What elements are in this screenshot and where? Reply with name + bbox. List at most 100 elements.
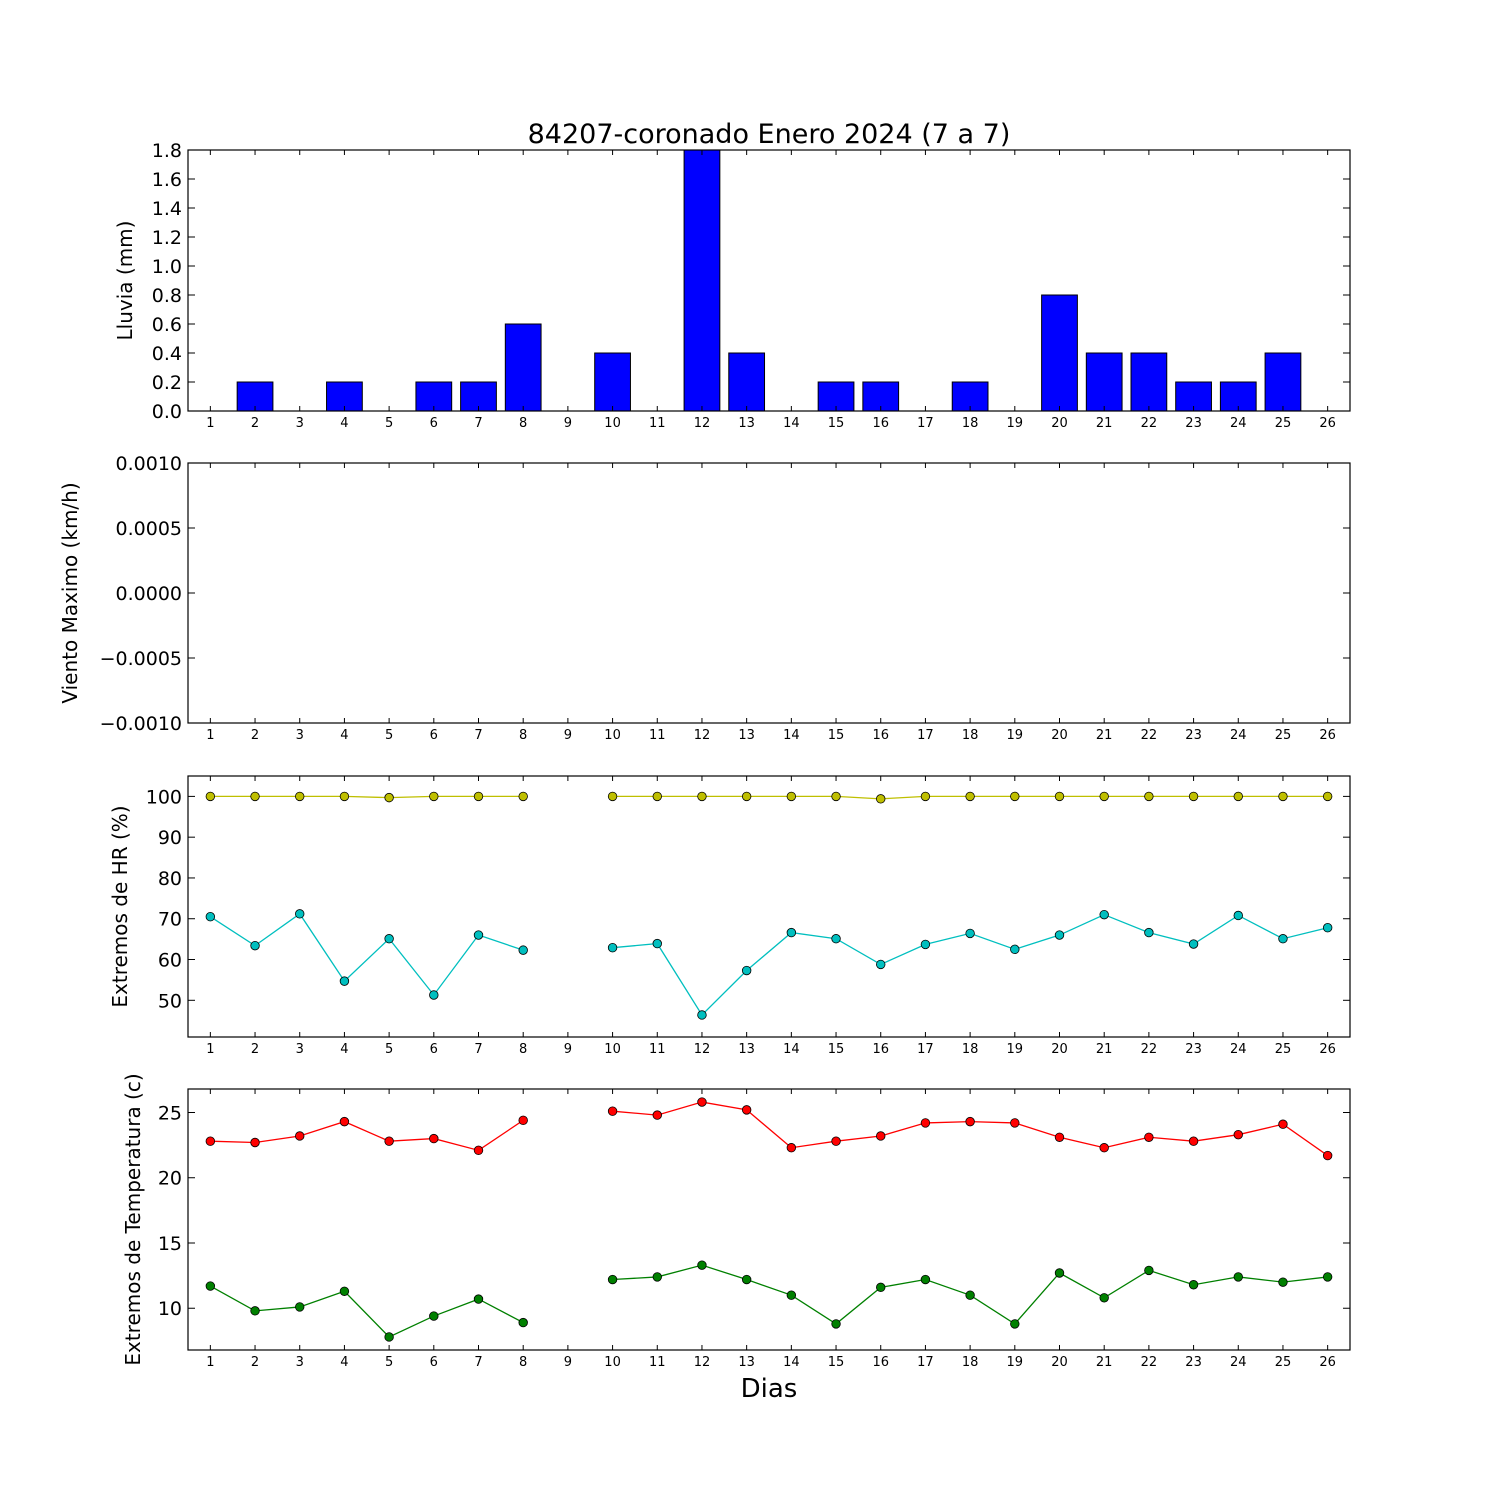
temperature-series-0-point-13 — [741, 1105, 752, 1115]
temperature-series-0-point-12 — [697, 1097, 707, 1107]
temperature-series-1-point-23 — [1188, 1280, 1199, 1290]
rain-bar-20 — [1041, 294, 1078, 412]
rain-xtick-label-1: 1 — [206, 416, 214, 431]
temperature-xtick-label-16: 16 — [872, 1355, 889, 1370]
temperature-xtick-label-14: 14 — [783, 1355, 800, 1370]
rain-bar-21 — [1085, 352, 1123, 412]
humidity-xtick-label-6: 6 — [430, 1042, 438, 1057]
temperature-xtick-label-11: 11 — [649, 1355, 666, 1370]
humidity-series-1-point-16 — [876, 959, 886, 970]
temperature-series-1-point-7 — [473, 1294, 484, 1304]
temperature-series-0-point-2 — [250, 1137, 260, 1148]
wind-xtick-label-22: 22 — [1141, 728, 1158, 743]
temperature-series-1-point-15 — [831, 1319, 841, 1329]
rain-ytick-label-4: 0.8 — [152, 285, 182, 307]
wind-y-axis-label: Viento Maximo (km/h) — [58, 482, 82, 703]
temperature-xtick-label-23: 23 — [1185, 1355, 1202, 1370]
humidity-series-0-line-0 — [210, 795, 524, 799]
humidity-series-0-point-21 — [1099, 791, 1109, 802]
humidity-series-1-point-3 — [295, 909, 305, 919]
humidity-ytick-label-5: 100 — [146, 786, 182, 808]
rain-ytick-label-6: 1.2 — [152, 227, 182, 249]
temperature-series-0-point-16 — [876, 1131, 886, 1141]
temperature-xtick-label-9: 9 — [564, 1355, 572, 1370]
humidity-series-0-point-24 — [1233, 791, 1243, 802]
temperature-xtick-label-26: 26 — [1319, 1355, 1336, 1370]
rain-axes-frame — [187, 149, 1351, 412]
humidity-xtick-label-22: 22 — [1141, 1042, 1158, 1057]
humidity-xtick-label-4: 4 — [340, 1042, 348, 1057]
temperature-series-1-point-20 — [1054, 1268, 1065, 1278]
humidity-series-0-point-5 — [384, 792, 394, 803]
rain-xtick-label-11: 11 — [649, 416, 666, 431]
humidity-xtick-label-24: 24 — [1230, 1042, 1247, 1057]
humidity-xtick-label-19: 19 — [1007, 1042, 1024, 1057]
rain-panel: 1 2 3 4 5 6 7 8 9 10 11 12 13 14 15 16 17 18 19 20 21 22 23 24 2… — [113, 140, 1351, 431]
humidity-xtick-label-14: 14 — [783, 1042, 800, 1057]
temperature-ytick-label-3: 25 — [158, 1102, 182, 1124]
wind-ytick-label-1: −0.0005 — [100, 648, 182, 670]
wind-xtick-label-11: 11 — [649, 728, 666, 743]
rain-xtick-label-5: 5 — [385, 416, 393, 431]
wind-xtick-label-21: 21 — [1096, 728, 1113, 743]
rain-y-axis-label: Lluvia (mm) — [113, 221, 137, 341]
wind-xtick-label-16: 16 — [872, 728, 889, 743]
humidity-xtick-label-25: 25 — [1275, 1042, 1292, 1057]
rain-xtick-label-20: 20 — [1051, 416, 1068, 431]
temperature-series-0-point-10 — [607, 1106, 618, 1116]
temperature-series-1-point-17 — [920, 1274, 931, 1285]
rain-ytick-label-9: 1.8 — [152, 140, 182, 162]
humidity-series-0-point-15 — [831, 791, 841, 802]
wind-xtick-label-14: 14 — [783, 728, 800, 743]
humidity-series-0-point-16 — [876, 794, 886, 804]
wind-xtick-label-6: 6 — [430, 728, 438, 743]
rain-bar-10 — [594, 352, 631, 412]
temperature-ytick-label-2: 20 — [158, 1168, 182, 1190]
temperature-series-1-point-21 — [1099, 1293, 1109, 1303]
temperature-series-1-point-18 — [965, 1290, 975, 1300]
humidity-axes-frame — [187, 775, 1351, 1038]
temperature-xtick-label-22: 22 — [1141, 1355, 1158, 1370]
wind-ytick-label-3: 0.0005 — [116, 518, 182, 540]
wind-xtick-label-7: 7 — [474, 728, 482, 743]
temperature-series-1-point-25 — [1278, 1277, 1288, 1287]
humidity-xtick-label-15: 15 — [828, 1042, 845, 1057]
temperature-series-1-point-11 — [652, 1272, 662, 1282]
humidity-series-0-point-4 — [339, 791, 350, 802]
temperature-series-0-point-8 — [518, 1115, 528, 1126]
humidity-series-0-point-13 — [741, 791, 752, 802]
rain-marks — [236, 149, 1302, 412]
temperature-series-1-point-6 — [429, 1311, 439, 1321]
humidity-series-0-point-12 — [697, 791, 707, 802]
rain-ytick-label-3: 0.6 — [152, 314, 182, 336]
rain-ytick-label-2: 0.4 — [152, 343, 182, 365]
wind-ytick-label-4: 0.0010 — [116, 453, 182, 475]
rain-bar-25 — [1264, 352, 1302, 412]
temperature-series-1-point-1 — [205, 1281, 216, 1291]
temperature-series-0-point-19 — [1010, 1118, 1020, 1128]
humidity-series-0-point-17 — [920, 791, 931, 802]
temperature-series-0-point-24 — [1233, 1129, 1243, 1140]
rain-xtick-label-10: 10 — [604, 416, 621, 431]
humidity-series-1-point-14 — [786, 927, 797, 938]
rain-xtick-label-19: 19 — [1007, 416, 1024, 431]
humidity-xtick-label-12: 12 — [694, 1042, 711, 1057]
temperature-series-0-point-7 — [473, 1145, 484, 1156]
temperature-series-0-point-6 — [429, 1133, 439, 1144]
rain-xtick-label-22: 22 — [1141, 416, 1158, 431]
humidity-series-0-point-1 — [205, 791, 216, 802]
humidity-xtick-label-9: 9 — [564, 1042, 572, 1057]
temperature-xtick-label-20: 20 — [1051, 1355, 1068, 1370]
wind-xtick-label-15: 15 — [828, 728, 845, 743]
temperature-xtick-label-12: 12 — [694, 1355, 711, 1370]
wind-xtick-label-13: 13 — [738, 728, 755, 743]
temperature-xtick-label-25: 25 — [1275, 1355, 1292, 1370]
temperature-xtick-label-13: 13 — [738, 1355, 755, 1370]
temperature-axes-frame — [187, 1088, 1351, 1351]
temperature-series-0-point-5 — [384, 1136, 394, 1146]
humidity-series-0-point-19 — [1010, 791, 1020, 802]
temperature-xtick-label-10: 10 — [604, 1355, 621, 1370]
humidity-xtick-label-2: 2 — [251, 1042, 259, 1057]
humidity-xtick-label-1: 1 — [206, 1042, 214, 1057]
